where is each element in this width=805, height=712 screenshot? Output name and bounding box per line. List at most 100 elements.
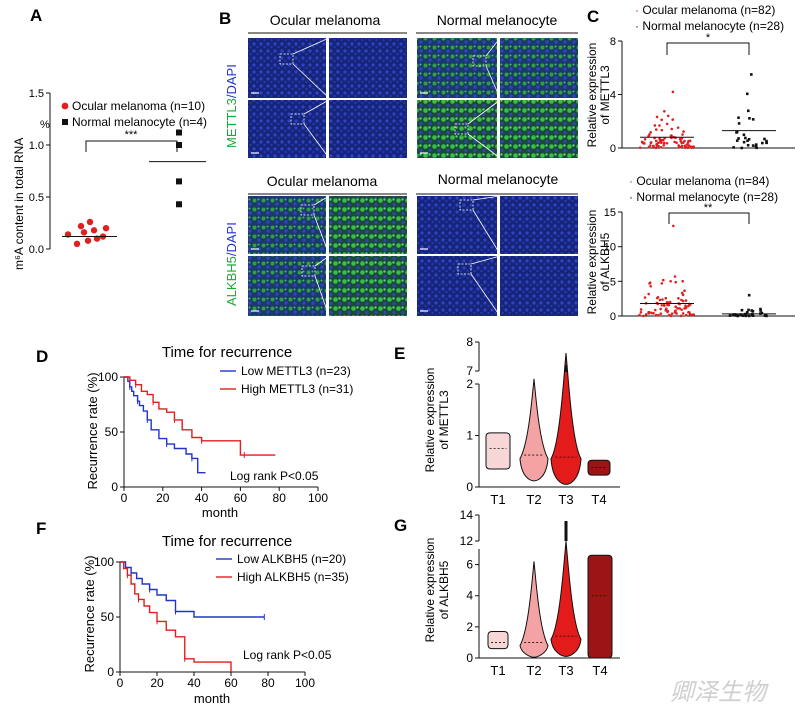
c-point-ocular — [670, 127, 674, 131]
c-point-normal — [732, 146, 735, 149]
km-y-tick-label: 0 — [111, 480, 118, 494]
violin-t4 — [587, 554, 613, 659]
panel-f: F Time for recurrence Recurrence rate (%… — [36, 519, 349, 706]
c-point-ocular — [660, 282, 664, 285]
c-point-ocular — [663, 109, 666, 113]
c-point-ocular — [641, 141, 645, 145]
c-point-ocular — [648, 133, 651, 136]
c-point-ocular — [664, 309, 668, 312]
c-point-normal — [742, 133, 746, 137]
panel-letter-d: D — [36, 347, 48, 366]
c-point-ocular — [681, 133, 684, 136]
violin-y-tick-label: 4 — [466, 589, 473, 603]
c-point-ocular — [684, 299, 688, 302]
c-point-ocular — [678, 307, 681, 310]
c-point-ocular — [687, 139, 690, 143]
c-point-normal — [746, 92, 749, 96]
c-point-normal — [754, 145, 758, 148]
c-point-ocular — [671, 90, 675, 94]
c-point-normal — [739, 313, 742, 316]
c-point-ocular — [642, 314, 645, 318]
c-point-ocular — [679, 314, 683, 318]
km-y-tick-label: 100 — [98, 370, 118, 384]
c-point-ocular — [662, 141, 666, 145]
panel-a-unit: % — [40, 119, 50, 131]
c-point-ocular — [659, 312, 663, 315]
c-point-ocular — [655, 115, 659, 119]
c-point-ocular — [690, 145, 693, 149]
c-point-ocular — [638, 146, 642, 149]
micrograph-alkbh5-normal-2-zoom — [500, 256, 578, 316]
violin-category-label: T3 — [558, 492, 573, 507]
panel-a-point-ocular — [102, 225, 110, 232]
c-point-ocular — [654, 146, 658, 150]
micrograph-alkbh5-normal-1-overview — [417, 196, 497, 254]
violin-y-tick-label: 14 — [460, 508, 474, 522]
panel-f-title: Time for recurrence — [162, 533, 292, 550]
panel-d-legend-1: High METTL3 (n=31) — [241, 382, 353, 396]
panel-f-stat: Log rank P<0.05 — [243, 648, 332, 662]
c-point-normal — [760, 311, 764, 315]
panel-letter-g: G — [394, 516, 407, 535]
c-point-ocular — [672, 224, 675, 228]
c-point-ocular — [660, 303, 664, 307]
c-point-ocular — [669, 314, 673, 318]
c-point-normal — [737, 137, 740, 140]
c-point-normal — [742, 140, 746, 144]
panel-e-ylabel-2: of METTL3 — [437, 390, 451, 450]
panel-c-top-significance: * — [706, 32, 711, 44]
km-y-tick-label: 100 — [94, 555, 114, 569]
violin-y-tick-label: 7 — [466, 364, 473, 378]
panel-f-ylabel: Recurrence rate (%) — [82, 555, 97, 672]
c-point-ocular — [684, 145, 688, 149]
c-point-ocular — [665, 300, 669, 304]
panel-d-plot: 0 20 40 60 80 100 0 50 100 — [98, 370, 328, 505]
c-y-tick-label: 8 — [610, 36, 616, 48]
km-x-tick-label: 0 — [117, 676, 124, 690]
scale-bars-top — [251, 92, 428, 154]
panel-c-top-ylabel-2: of METTL3 — [598, 65, 612, 125]
km-y-tick-label: 50 — [101, 610, 115, 624]
c-point-normal — [740, 308, 744, 312]
stain-label-alkbh5: ALKBH5 — [224, 256, 239, 306]
c-point-ocular — [658, 124, 661, 127]
c-point-normal — [736, 314, 740, 318]
c-point-ocular — [644, 313, 648, 316]
c-point-normal — [737, 122, 741, 125]
stain-label-sep-bottom: / — [224, 252, 239, 256]
c-point-ocular — [675, 141, 678, 145]
panel-a-point-ocular — [80, 229, 88, 236]
c-point-ocular — [639, 308, 643, 311]
panel-f-plot: 0 20 40 60 80 100 0 50 100 — [94, 555, 315, 690]
c-point-normal — [747, 293, 751, 297]
c-point-ocular — [661, 278, 665, 282]
c-point-normal — [741, 314, 745, 317]
panel-a-point-ocular — [90, 227, 98, 234]
c-point-normal — [748, 116, 751, 120]
panel-g-plot: 0 2 4 6 12 14 T1 T2 T3 T4 — [460, 508, 620, 678]
c-point-ocular — [654, 128, 658, 131]
violin-category-label: T2 — [526, 663, 541, 678]
c-point-ocular — [684, 313, 688, 317]
micrograph-alkbh5-normal-1-zoom — [500, 196, 578, 254]
c-point-ocular — [650, 311, 653, 315]
legend-marker-normal — [62, 119, 68, 125]
c-point-normal — [751, 144, 755, 147]
c-y-tick-label: 5 — [610, 276, 616, 288]
c-point-ocular — [674, 305, 677, 309]
c-point-ocular — [649, 131, 652, 134]
km-x-tick-label: 20 — [156, 491, 170, 505]
c-point-ocular — [664, 296, 668, 300]
c-point-ocular — [680, 144, 684, 148]
c-point-ocular — [659, 140, 662, 143]
c-point-ocular — [685, 143, 689, 146]
c-point-ocular — [662, 303, 666, 307]
panel-a-legend-0: Ocular melanoma (n=10) — [72, 99, 205, 113]
km-x-tick-label: 80 — [273, 491, 287, 505]
km-x-tick-label: 80 — [261, 676, 275, 690]
panel-g: G Relative expression of ALKBH5 0 2 4 6 12 14… — [394, 508, 620, 678]
panel-a-significance: *** — [125, 129, 139, 141]
c-point-ocular — [668, 301, 671, 304]
c-point-ocular — [643, 137, 647, 141]
c-point-normal — [746, 143, 750, 147]
